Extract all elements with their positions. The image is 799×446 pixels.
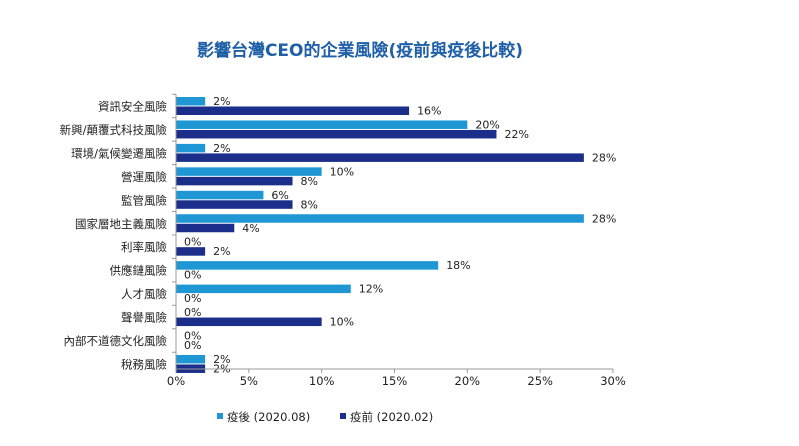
data-label: 0% (184, 339, 201, 352)
bar (176, 190, 264, 200)
data-label: 0% (184, 306, 201, 319)
bar (176, 167, 322, 176)
data-label: 18% (446, 259, 470, 272)
data-label: 0% (184, 330, 201, 343)
legend-label: 疫後 (2020.08) (227, 410, 310, 424)
data-label: 0% (184, 292, 201, 305)
bar (176, 247, 206, 256)
category-label: 內部不道德文化風險 (64, 334, 168, 348)
category-label: 資訊安全風險 (98, 100, 167, 114)
bar (176, 214, 584, 223)
bar (176, 143, 206, 153)
category-label: 稅務風險 (121, 357, 167, 371)
category-label: 新興/顛覆式科技風險 (60, 123, 168, 137)
bar (176, 120, 468, 129)
data-label: 8% (301, 175, 318, 188)
category-label: 供應鏈風險 (110, 264, 168, 278)
bar (176, 261, 439, 270)
data-label: 12% (359, 283, 383, 296)
data-label: 20% (475, 118, 499, 131)
bar (176, 284, 351, 294)
legend-swatch (340, 413, 346, 419)
x-tick-label: 0% (167, 374, 185, 388)
bar (176, 106, 410, 115)
data-label: 2% (213, 353, 230, 366)
data-label: 28% (592, 212, 616, 225)
data-label: 6% (271, 189, 288, 202)
data-label: 22% (504, 128, 528, 141)
data-label: 10% (330, 316, 354, 329)
data-label: 16% (417, 105, 441, 118)
bar (176, 317, 322, 327)
data-label: 8% (301, 198, 318, 211)
x-tick-label: 15% (382, 374, 408, 388)
data-label: 0% (184, 269, 201, 282)
bar (176, 223, 235, 233)
x-tick-label: 25% (527, 374, 553, 388)
x-tick-label: 30% (600, 374, 626, 388)
legend-label: 疫前 (2020.02) (350, 410, 433, 424)
data-label: 28% (592, 151, 616, 164)
data-label: 0% (184, 236, 201, 249)
legend-swatch (217, 413, 223, 419)
data-label: 4% (242, 222, 259, 235)
x-tick-label: 10% (309, 374, 335, 388)
category-label: 國家層地主義風險 (75, 217, 167, 231)
category-label: 監管風險 (121, 193, 167, 207)
x-tick-label: 20% (455, 374, 481, 388)
bar (176, 354, 206, 364)
data-label: 2% (213, 245, 230, 258)
category-label: 營運風險 (121, 170, 167, 184)
data-label: 10% (330, 165, 354, 178)
category-label: 環境/氣候變遷風險 (71, 146, 167, 160)
category-label: 人才風險 (121, 287, 167, 301)
category-label: 聲譽風險 (121, 311, 167, 325)
bar (176, 129, 497, 139)
x-tick-label: 5% (240, 374, 258, 388)
bar (176, 176, 293, 186)
data-label: 2% (213, 95, 230, 108)
data-label: 2% (213, 142, 230, 155)
bar (176, 97, 206, 106)
category-label: 利率風險 (121, 240, 167, 254)
chart-title: 影響台灣CEO的企業風險(疫前與疫後比較) (196, 41, 524, 61)
bar (176, 153, 584, 162)
bar (176, 200, 293, 209)
